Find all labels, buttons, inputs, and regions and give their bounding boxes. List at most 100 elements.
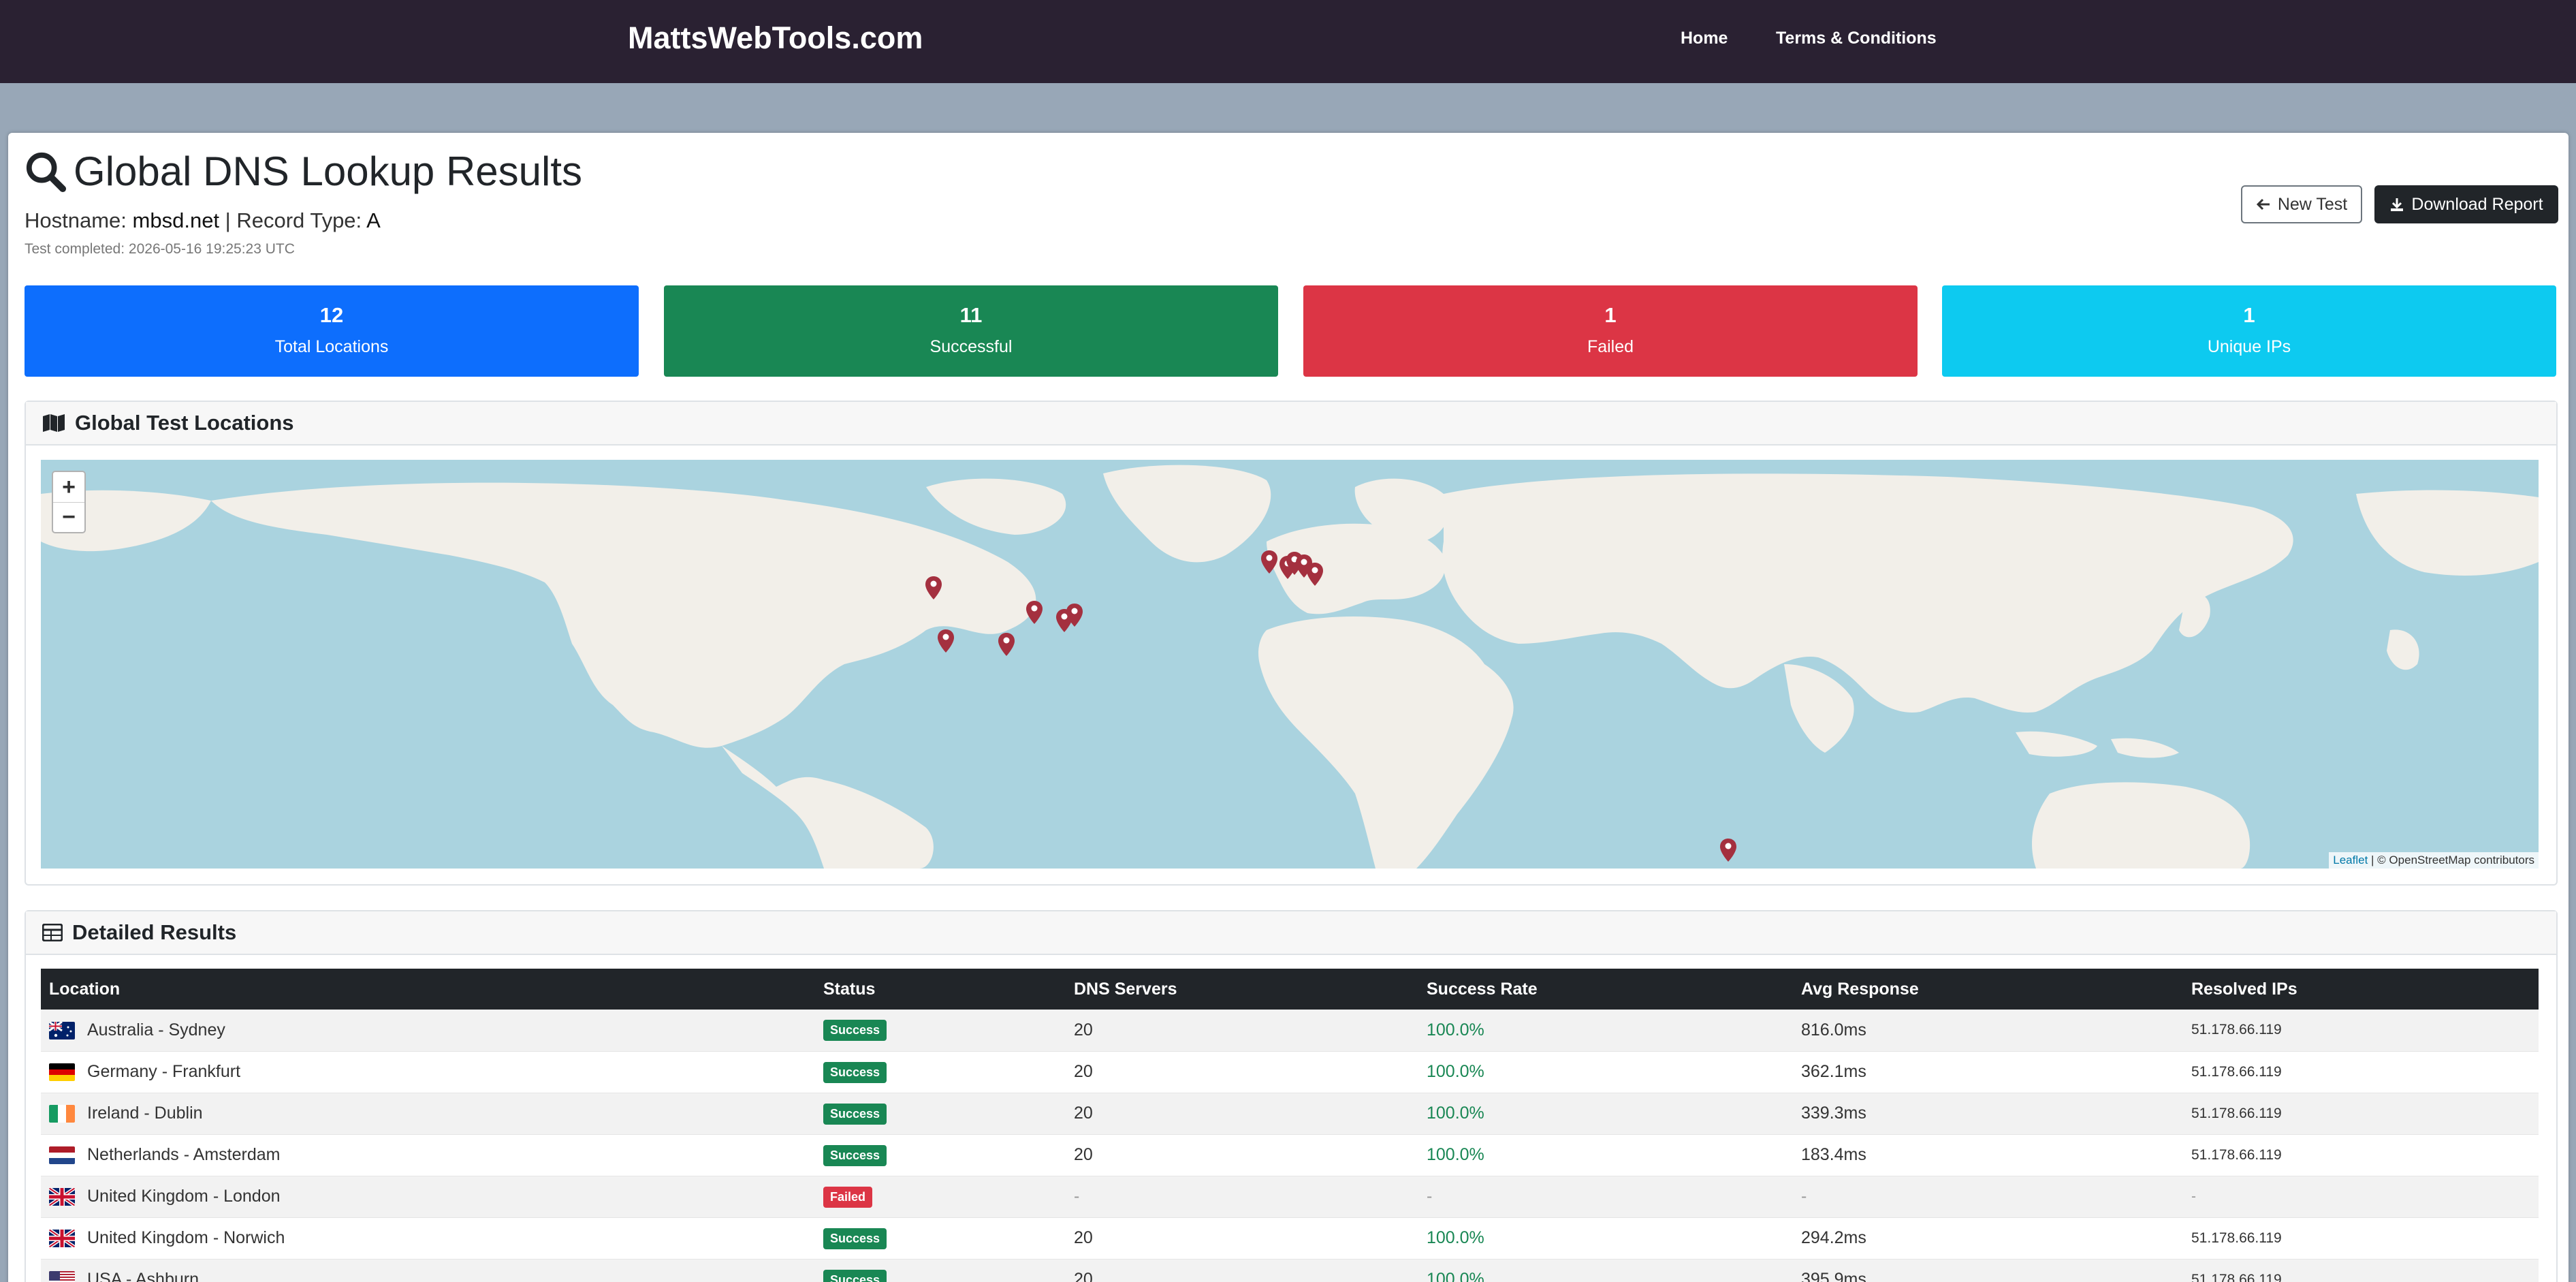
cell-avg-response: 816.0ms bbox=[1793, 1010, 2183, 1052]
flag-gb-icon bbox=[49, 1188, 75, 1206]
cell-dns-servers: - bbox=[1066, 1176, 1418, 1218]
col-location[interactable]: Location bbox=[41, 969, 815, 1010]
stat-failed: 1 Failed bbox=[1303, 285, 1918, 377]
cell-status: Success bbox=[815, 1093, 1066, 1135]
cell-location: USA - Ashburn bbox=[41, 1259, 815, 1282]
table-row: Australia - Sydney Success 20 100.0% 816.0ms… bbox=[41, 1010, 2539, 1052]
location-name: United Kingdom - London bbox=[87, 1187, 281, 1206]
cell-dns-servers: 20 bbox=[1066, 1051, 1418, 1093]
page-title-row: Global DNS Lookup Results bbox=[25, 148, 582, 195]
col-resolved-ips[interactable]: Resolved IPs bbox=[2183, 969, 2539, 1010]
page-title: Global DNS Lookup Results bbox=[74, 148, 583, 194]
cell-status: Success bbox=[815, 1217, 1066, 1260]
nav-home-link[interactable]: Home bbox=[1681, 29, 1728, 48]
cell-dns-servers: 20 bbox=[1066, 1259, 1418, 1282]
stat-value: 12 bbox=[319, 303, 344, 327]
location-name: United Kingdom - Norwich bbox=[87, 1228, 285, 1247]
osm-attribution: | © OpenStreetMap contributors bbox=[2371, 854, 2534, 866]
map-marker-icon[interactable] bbox=[998, 632, 1015, 657]
cell-resolved-ips: - bbox=[2183, 1176, 2539, 1218]
cell-resolved-ips: 51.178.66.119 bbox=[2183, 1010, 2539, 1052]
stat-value: 11 bbox=[959, 303, 983, 327]
summary-separator: | bbox=[225, 208, 231, 232]
cell-success-rate: 100.0% bbox=[1418, 1259, 1793, 1282]
cell-success-rate: 100.0% bbox=[1418, 1093, 1793, 1135]
status-badge: Success bbox=[823, 1144, 887, 1166]
cell-location: Ireland - Dublin bbox=[41, 1093, 815, 1135]
flag-nl-icon bbox=[49, 1146, 75, 1165]
new-test-button[interactable]: New Test bbox=[2241, 185, 2362, 223]
cell-location: Australia - Sydney bbox=[41, 1010, 815, 1052]
cell-avg-response: 339.3ms bbox=[1793, 1093, 2183, 1135]
stat-label: Failed bbox=[1587, 337, 1634, 356]
cell-resolved-ips: 51.178.66.119 bbox=[2183, 1093, 2539, 1135]
location-name: Netherlands - Amsterdam bbox=[87, 1145, 281, 1164]
world-map[interactable]: + − Leaflet | © OpenStreetMap contributo… bbox=[41, 460, 2539, 869]
cell-location: Netherlands - Amsterdam bbox=[41, 1134, 815, 1176]
map-marker-icon[interactable] bbox=[937, 629, 955, 653]
cell-resolved-ips: 51.178.66.119 bbox=[2183, 1259, 2539, 1282]
hostname-label: Hostname: bbox=[25, 208, 127, 232]
cell-status: Success bbox=[815, 1259, 1066, 1282]
map-marker-icon[interactable] bbox=[925, 576, 942, 600]
location-name: Australia - Sydney bbox=[87, 1020, 225, 1039]
cell-success-rate: 100.0% bbox=[1418, 1010, 1793, 1052]
cell-dns-servers: 20 bbox=[1066, 1134, 1418, 1176]
status-badge: Success bbox=[823, 1061, 887, 1083]
col-dns-servers[interactable]: DNS Servers bbox=[1066, 969, 1418, 1010]
col-avg-response[interactable]: Avg Response bbox=[1793, 969, 2183, 1010]
zoom-out-button[interactable]: − bbox=[53, 502, 84, 532]
cell-status: Failed bbox=[815, 1176, 1066, 1218]
search-icon bbox=[26, 152, 67, 192]
flag-us-icon bbox=[49, 1271, 75, 1282]
results-table: Location Status DNS Servers Success Rate… bbox=[41, 969, 2539, 1282]
arrow-left-icon bbox=[2256, 198, 2270, 210]
location-name: Ireland - Dublin bbox=[87, 1104, 203, 1123]
flag-de-icon bbox=[49, 1063, 75, 1082]
map-attribution: Leaflet | © OpenStreetMap contributors bbox=[2329, 852, 2539, 869]
map-icon bbox=[43, 414, 65, 432]
stat-unique-ips: 1 Unique IPs bbox=[1942, 285, 2556, 377]
cell-resolved-ips: 51.178.66.119 bbox=[2183, 1051, 2539, 1093]
status-badge: Failed bbox=[823, 1186, 873, 1208]
nav-terms-link[interactable]: Terms & Conditions bbox=[1776, 29, 1937, 48]
cell-avg-response: 395.9ms bbox=[1793, 1259, 2183, 1282]
table-row: United Kingdom - Norwich Success 20 100.0% 2… bbox=[41, 1217, 2539, 1260]
map-marker-icon[interactable] bbox=[1025, 600, 1043, 625]
zoom-in-button[interactable]: + bbox=[62, 473, 76, 500]
map-marker-icon[interactable] bbox=[1066, 603, 1083, 627]
col-status[interactable]: Status bbox=[815, 969, 1066, 1010]
cell-status: Success bbox=[815, 1134, 1066, 1176]
col-success-rate[interactable]: Success Rate bbox=[1418, 969, 1793, 1010]
leaflet-link[interactable]: Leaflet bbox=[2333, 854, 2368, 866]
table-icon bbox=[42, 924, 63, 941]
status-badge: Success bbox=[823, 1103, 887, 1125]
map-marker-icon[interactable] bbox=[1719, 838, 1737, 862]
cell-resolved-ips: 51.178.66.119 bbox=[2183, 1217, 2539, 1260]
cell-avg-response: 183.4ms bbox=[1793, 1134, 2183, 1176]
map-marker-icon[interactable] bbox=[1306, 562, 1324, 587]
cell-avg-response: - bbox=[1793, 1176, 2183, 1218]
download-report-label: Download Report bbox=[2411, 194, 2543, 214]
status-badge: Success bbox=[823, 1020, 887, 1042]
cell-success-rate: 100.0% bbox=[1418, 1217, 1793, 1260]
query-summary: Hostname: mbsd.net | Record Type: A bbox=[25, 208, 381, 233]
status-badge: Success bbox=[823, 1269, 887, 1282]
map-marker-icon[interactable] bbox=[1260, 550, 1278, 574]
hostname-value: mbsd.net bbox=[132, 208, 220, 232]
table-header-row: Location Status DNS Servers Success Rate… bbox=[41, 969, 2539, 1010]
cell-dns-servers: 20 bbox=[1066, 1093, 1418, 1135]
cell-dns-servers: 20 bbox=[1066, 1217, 1418, 1260]
site-brand[interactable]: MattsWebTools.com bbox=[628, 20, 923, 55]
top-navbar: MattsWebTools.com Home Terms & Condition… bbox=[0, 0, 2576, 83]
location-name: USA - Ashburn bbox=[87, 1270, 199, 1282]
map-zoom-control: + − bbox=[52, 471, 86, 533]
record-type-value: A bbox=[366, 208, 381, 232]
stat-label: Successful bbox=[929, 337, 1013, 356]
world-map-tiles bbox=[41, 465, 2539, 869]
location-name: Germany - Frankfurt bbox=[87, 1062, 241, 1081]
flag-ie-icon bbox=[49, 1105, 75, 1123]
download-report-button[interactable]: Download Report bbox=[2374, 185, 2558, 223]
cell-location: United Kingdom - London bbox=[41, 1176, 815, 1218]
table-row: Germany - Frankfurt Success 20 100.0% 362.1m… bbox=[41, 1051, 2539, 1093]
